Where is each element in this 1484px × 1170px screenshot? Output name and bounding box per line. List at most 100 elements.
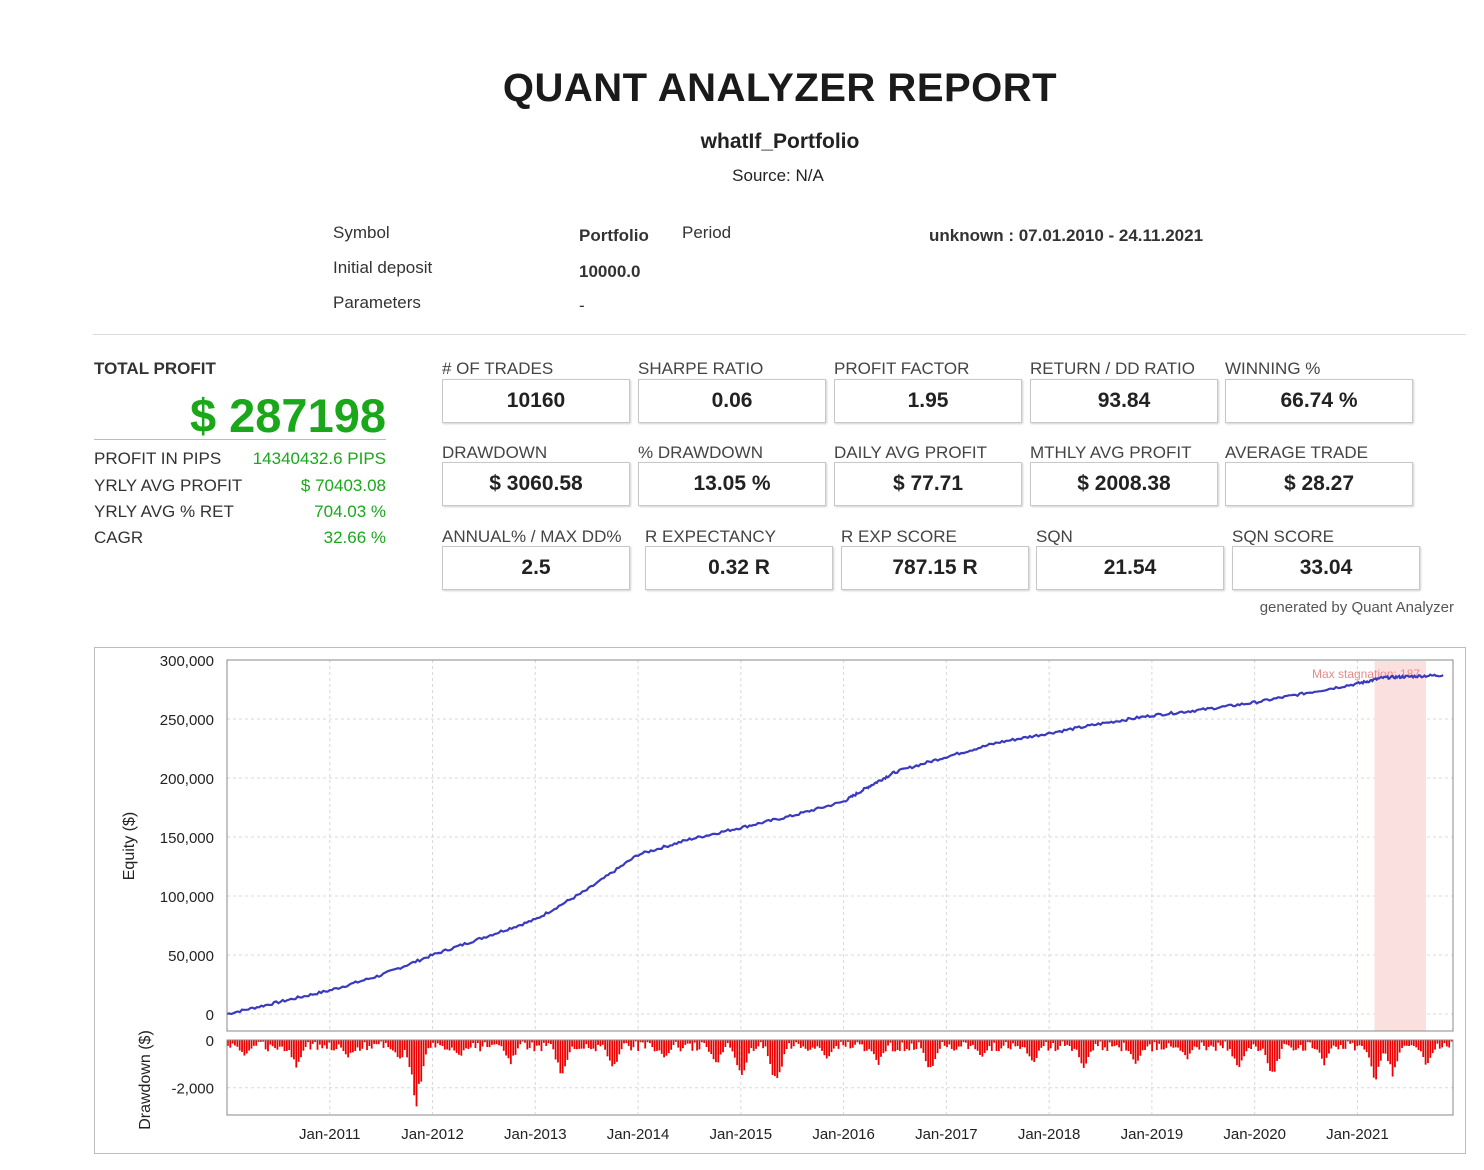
drawdown-bar <box>295 1040 298 1068</box>
stat-value: 704.03 % <box>314 502 386 521</box>
stat-box-winning: 66.74 % <box>1225 379 1413 423</box>
drawdown-bar <box>663 1040 665 1058</box>
y-tick-label: -2,000 <box>171 1081 214 1098</box>
drawdown-bar <box>1231 1040 1234 1057</box>
drawdown-bar <box>917 1040 920 1043</box>
drawdown-bar <box>260 1040 262 1042</box>
drawdown-bar <box>936 1040 939 1054</box>
drawdown-bar <box>1073 1040 1076 1049</box>
drawdown-bar <box>941 1040 944 1043</box>
drawdown-bar <box>465 1040 467 1049</box>
drawdown-bar <box>1379 1040 1382 1061</box>
drawdown-bar <box>1431 1040 1434 1054</box>
drawdown-bar <box>972 1040 974 1045</box>
drawdown-bar <box>1339 1040 1342 1045</box>
drawdown-bar <box>757 1040 760 1047</box>
y-tick-label: 100,000 <box>160 889 214 906</box>
drawdown-bar <box>575 1040 578 1050</box>
drawdown-bar <box>1412 1040 1415 1046</box>
drawdown-bar <box>1325 1040 1328 1058</box>
drawdown-bar <box>903 1040 906 1052</box>
drawdown-bar <box>743 1040 746 1071</box>
drawdown-bar <box>1361 1040 1363 1046</box>
drawdown-bar <box>908 1040 911 1051</box>
drawdown-bar <box>1134 1040 1137 1064</box>
total-profit-underline <box>94 439 386 440</box>
drawdown-bar <box>538 1040 541 1046</box>
drawdown-bar <box>679 1040 682 1052</box>
drawdown-bar <box>738 1040 741 1071</box>
drawdown-bar <box>821 1040 823 1051</box>
stat-box-drawdown: $ 3060.58 <box>442 462 630 506</box>
stat-label-r-exp-score: R EXP SCORE <box>841 527 957 546</box>
drawdown-bar <box>1151 1040 1154 1052</box>
drawdown-bar <box>290 1040 293 1058</box>
drawdown-bar <box>406 1040 408 1058</box>
drawdown-bar <box>717 1040 720 1063</box>
drawdown-bar <box>1337 1040 1340 1050</box>
drawdown-bar <box>1104 1040 1106 1048</box>
drawdown-bar <box>844 1040 847 1047</box>
drawdown-bar <box>1320 1040 1323 1059</box>
drawdown-bar <box>927 1040 930 1068</box>
stat-label-sqn: SQN <box>1036 527 1073 546</box>
drawdown-bar <box>1278 1040 1281 1059</box>
parameters-value: - <box>579 296 585 315</box>
stat-label-mthly-avg: MTHLY AVG PROFIT <box>1030 443 1192 462</box>
drawdown-bar <box>955 1040 958 1050</box>
drawdown-bar <box>924 1040 927 1062</box>
drawdown-bar <box>1254 1040 1257 1047</box>
drawdown-bar <box>1401 1040 1403 1048</box>
drawdown-bar <box>1313 1040 1316 1050</box>
drawdown-bar <box>1047 1040 1050 1051</box>
stat-box-avg-trade: $ 28.27 <box>1225 462 1413 506</box>
drawdown-bar <box>1386 1040 1389 1062</box>
drawdown-bar <box>528 1040 531 1048</box>
drawdown-bar <box>618 1040 621 1055</box>
drawdown-bar <box>759 1040 762 1043</box>
drawdown-bar <box>1210 1040 1212 1046</box>
drawdown-bar <box>962 1040 965 1043</box>
drawdown-bar <box>458 1040 460 1055</box>
drawdown-bar <box>1198 1040 1201 1050</box>
drawdown-bar <box>1132 1040 1135 1060</box>
drawdown-bar <box>1007 1040 1010 1049</box>
drawdown-bar <box>377 1040 380 1045</box>
y-tick-label: 0 <box>206 1007 214 1024</box>
drawdown-bar <box>1122 1040 1125 1043</box>
drawdown-bar <box>1445 1040 1448 1047</box>
drawdown-bar <box>611 1040 614 1067</box>
drawdown-bar <box>274 1040 276 1049</box>
drawdown-bar <box>568 1040 571 1053</box>
drawdown-bar <box>1351 1040 1354 1043</box>
drawdown-bar <box>1419 1040 1422 1052</box>
drawdown-bar <box>811 1040 814 1048</box>
drawdown-bar <box>1056 1040 1059 1050</box>
drawdown-bar <box>1259 1040 1262 1051</box>
drawdown-bar <box>1181 1040 1184 1053</box>
drawdown-bar <box>1085 1040 1087 1064</box>
drawdown-bar <box>957 1040 960 1047</box>
drawdown-bar <box>797 1040 800 1044</box>
stat-label: YRLY AVG PROFIT <box>94 476 243 495</box>
drawdown-bar <box>1257 1040 1260 1051</box>
drawdown-bar <box>370 1040 373 1049</box>
drawdown-bar <box>1099 1040 1102 1042</box>
drawdown-bar <box>1264 1040 1267 1056</box>
drawdown-bar <box>993 1040 996 1043</box>
stat-label-pct-drawdown: % DRAWDOWN <box>638 443 763 462</box>
drawdown-bar <box>637 1040 640 1051</box>
drawdown-bar <box>906 1040 908 1049</box>
stat-box-daily-avg: $ 77.71 <box>834 462 1022 506</box>
drawdown-bar <box>837 1040 840 1049</box>
stat-box-trades: 10160 <box>442 379 630 423</box>
drawdown-bar <box>1269 1040 1271 1071</box>
drawdown-bar <box>415 1040 418 1107</box>
drawdown-bar <box>781 1040 783 1067</box>
x-tick-label: Jan-2011 <box>299 1126 360 1143</box>
drawdown-bar <box>653 1040 656 1052</box>
drawdown-bar <box>667 1040 670 1054</box>
drawdown-bar <box>1363 1040 1366 1050</box>
drawdown-bar <box>467 1040 470 1049</box>
drawdown-bar <box>967 1040 970 1049</box>
